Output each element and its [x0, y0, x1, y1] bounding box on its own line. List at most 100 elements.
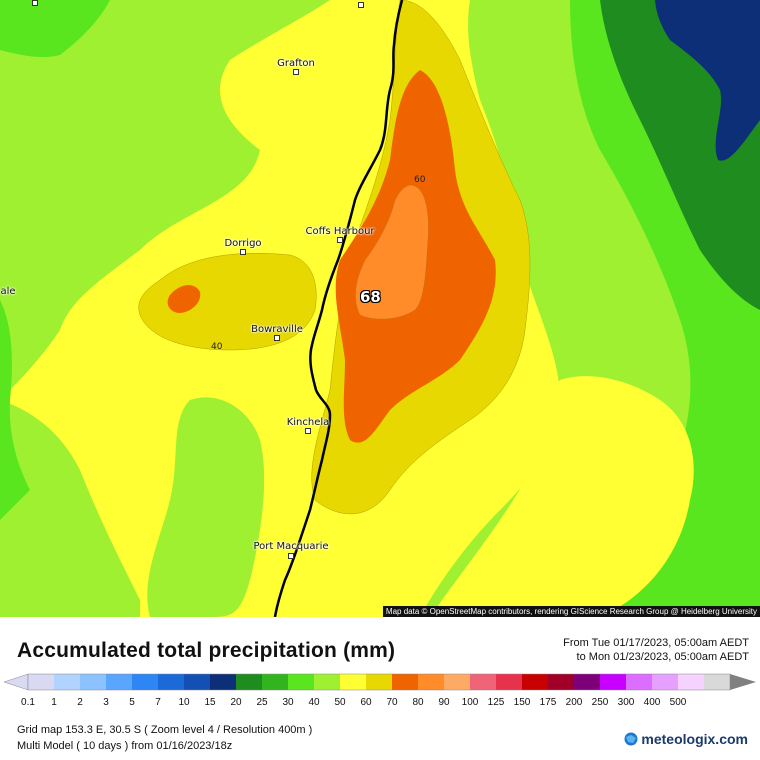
town-label-kinchela: Kinchela: [286, 417, 330, 428]
scale-swatch: [678, 674, 705, 690]
scale-label: 500: [669, 697, 687, 708]
period-from: From Tue 01/17/2023, 05:00am AEDT: [563, 637, 749, 649]
color-scale-bar: [3, 673, 756, 691]
precipitation-field: [0, 0, 760, 617]
scale-label: 15: [204, 697, 216, 708]
scale-label: 3: [103, 697, 109, 708]
town-label-dorrigo: Dorrigo: [224, 238, 262, 249]
scale-label: 300: [617, 697, 635, 708]
scale-swatch: [158, 674, 185, 690]
scale-swatch: [80, 674, 107, 690]
footer-model-info: Multi Model ( 10 days ) from 01/16/2023/…: [17, 740, 233, 752]
kinchela-marker: [305, 428, 311, 434]
scale-swatch: [210, 674, 237, 690]
scale-swatch: [626, 674, 653, 690]
contour-label-60: 60: [414, 175, 426, 185]
scale-swatch: [418, 674, 445, 690]
precipitation-map[interactable]: Grafton Dorrigo Coffs Harbour Bowraville…: [0, 0, 760, 617]
top-left-marker: [32, 0, 38, 6]
scale-label: 7: [155, 697, 161, 708]
scale-arrow-left: [3, 673, 29, 691]
coffs-harbour-marker: [337, 237, 343, 243]
scale-swatch: [262, 674, 289, 690]
scale-label: 150: [513, 697, 531, 708]
scale-label: 0.1: [21, 697, 35, 708]
scale-label: 40: [308, 697, 320, 708]
scale-label: 10: [178, 697, 190, 708]
scale-swatch: [522, 674, 549, 690]
scale-swatch: [314, 674, 341, 690]
bowraville-marker: [274, 335, 280, 341]
period-to: to Mon 01/23/2023, 05:00am AEDT: [576, 651, 749, 663]
scale-swatch: [392, 674, 419, 690]
dark-blue-northeast: [655, 0, 760, 161]
scale-label: 100: [461, 697, 479, 708]
scale-label: 60: [360, 697, 372, 708]
scale-label: 1: [51, 697, 57, 708]
legend-panel: Accumulated total precipitation (mm) Fro…: [0, 617, 760, 760]
logo-text: meteologix.com: [641, 731, 748, 747]
scale-label: 50: [334, 697, 346, 708]
scale-label: 80: [412, 697, 424, 708]
globe-icon: [624, 732, 638, 746]
town-label-port-macquarie: Port Macquarie: [253, 541, 329, 552]
footer-grid-info: Grid map 153.3 E, 30.5 S ( Zoom level 4 …: [17, 724, 313, 736]
scale-swatch: [54, 674, 81, 690]
legend-period: From Tue 01/17/2023, 05:00am AEDT to Mon…: [563, 636, 749, 664]
top-edge-marker: [358, 2, 364, 8]
scale-label: 400: [643, 697, 661, 708]
scale-label: 5: [129, 697, 135, 708]
scale-label: 25: [256, 697, 268, 708]
contour-label-40: 40: [211, 342, 223, 352]
scale-label: 20: [230, 697, 242, 708]
scale-swatch: [600, 674, 627, 690]
scale-label: 70: [386, 697, 398, 708]
scale-swatch: [444, 674, 471, 690]
scale-swatch: [496, 674, 523, 690]
scale-label: 2: [77, 697, 83, 708]
scale-label: 175: [539, 697, 557, 708]
scale-swatch: [340, 674, 367, 690]
scale-label: 125: [487, 697, 505, 708]
light-green-band-southwest: [0, 400, 140, 617]
scale-swatch: [548, 674, 575, 690]
town-label-grafton: Grafton: [277, 58, 315, 69]
yellow-east-patch: [430, 376, 694, 617]
legend-title: Accumulated total precipitation (mm): [17, 639, 396, 662]
map-attribution: Map data © OpenStreetMap contributors, r…: [382, 606, 760, 617]
scale-label: 200: [565, 697, 583, 708]
scale-swatch: [652, 674, 679, 690]
dorrigo-marker: [240, 249, 246, 255]
scale-swatch: [288, 674, 315, 690]
max-value-label: 68: [360, 288, 381, 306]
color-scale-labels: 0.1 1 2 3 5 7 10 15 20 25 30 40 50 60 70 80 90 100 125 150 1…: [0, 697, 760, 711]
scale-swatch: [574, 674, 601, 690]
scale-outline: [27, 673, 731, 691]
orange-dorrigo-core: [167, 285, 201, 313]
scale-swatch: [366, 674, 393, 690]
scale-label: 90: [438, 697, 450, 708]
town-label-edge-west: ale: [0, 286, 16, 297]
scale-label: 30: [282, 697, 294, 708]
light-green-south-blob: [147, 397, 265, 617]
coastline: [273, 0, 404, 617]
port-macquarie-marker: [288, 553, 294, 559]
town-label-coffs-harbour: Coffs Harbour: [305, 226, 375, 237]
light-green-band-west: [0, 0, 330, 400]
scale-swatch: [184, 674, 211, 690]
town-label-bowraville: Bowraville: [251, 324, 303, 335]
grafton-marker: [293, 69, 299, 75]
scale-label: 250: [591, 697, 609, 708]
scale-swatch: [28, 674, 55, 690]
mustard-dorrigo: [138, 253, 317, 351]
scale-swatch: [236, 674, 263, 690]
scale-swatch: [132, 674, 159, 690]
light-orange-max: [355, 184, 429, 320]
green-band-northwest: [0, 0, 110, 58]
scale-arrow-right: [730, 674, 756, 690]
scale-swatch: [470, 674, 497, 690]
scale-swatch: [106, 674, 133, 690]
color-scale: [0, 670, 760, 694]
green-band-west: [0, 300, 30, 520]
meteologix-logo[interactable]: meteologix.com: [624, 731, 748, 747]
